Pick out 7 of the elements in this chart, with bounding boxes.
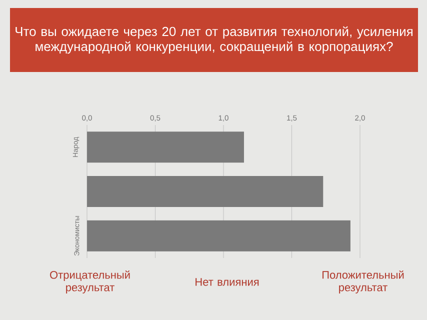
bar (87, 132, 244, 163)
chart-title: Что вы ожидаете через 20 лет от развития технологий, усиления международной конкуренции, сокращений в корпорациях? (16, 26, 412, 54)
text: Отрицательный результат (50, 270, 130, 294)
bar (87, 220, 350, 252)
bar (87, 176, 324, 207)
text: Нет влияния (196, 278, 259, 286)
text: Положительный результат (322, 270, 404, 294)
